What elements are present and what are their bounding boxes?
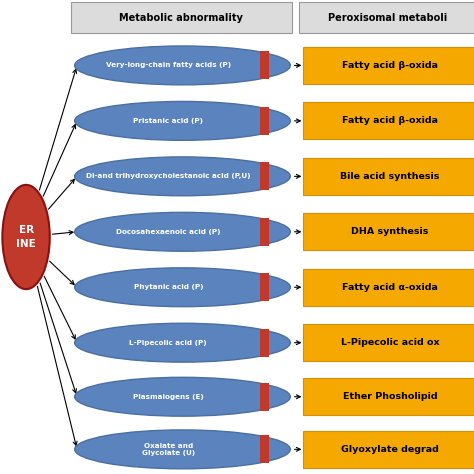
Bar — [260, 218, 269, 246]
Ellipse shape — [75, 157, 290, 196]
Text: Fatty acid β-oxida: Fatty acid β-oxida — [342, 61, 438, 70]
Text: DHA synthesis: DHA synthesis — [351, 228, 428, 236]
Text: L-Pipecolic acid (P): L-Pipecolic acid (P) — [129, 340, 207, 346]
Ellipse shape — [75, 268, 290, 307]
Text: Metabolic abnormality: Metabolic abnormality — [119, 13, 243, 23]
FancyBboxPatch shape — [303, 324, 474, 361]
FancyBboxPatch shape — [303, 102, 474, 139]
FancyBboxPatch shape — [299, 2, 474, 33]
FancyBboxPatch shape — [303, 47, 474, 84]
Bar — [260, 328, 269, 357]
Text: Ether Phosholipid: Ether Phosholipid — [343, 392, 437, 401]
Text: Phytanic acid (P): Phytanic acid (P) — [134, 284, 203, 290]
Ellipse shape — [75, 377, 290, 416]
Text: Very-long-chain fatty acids (P): Very-long-chain fatty acids (P) — [106, 63, 231, 68]
FancyBboxPatch shape — [303, 269, 474, 306]
Text: ER
INE: ER INE — [16, 225, 36, 249]
FancyBboxPatch shape — [303, 378, 474, 415]
Ellipse shape — [2, 185, 50, 289]
Bar — [260, 162, 269, 191]
FancyBboxPatch shape — [71, 2, 292, 33]
Ellipse shape — [75, 323, 290, 362]
Text: Oxalate and
Glycolate (U): Oxalate and Glycolate (U) — [142, 443, 195, 456]
Bar — [260, 383, 269, 411]
Text: Docosahexaenoic acid (P): Docosahexaenoic acid (P) — [116, 229, 220, 235]
Text: Bile acid synthesis: Bile acid synthesis — [340, 172, 439, 181]
Ellipse shape — [75, 212, 290, 251]
FancyBboxPatch shape — [303, 213, 474, 250]
Bar — [260, 435, 269, 464]
FancyBboxPatch shape — [303, 431, 474, 468]
Text: Pristanic acid (P): Pristanic acid (P) — [133, 118, 203, 124]
Ellipse shape — [75, 101, 290, 140]
Bar — [260, 107, 269, 135]
Text: Fatty acid β-oxida: Fatty acid β-oxida — [342, 117, 438, 125]
Text: Di-and trihydroxycholestanoic acid (P,U): Di-and trihydroxycholestanoic acid (P,U) — [86, 173, 251, 179]
Text: Glyoxylate degrad: Glyoxylate degrad — [341, 445, 439, 454]
FancyBboxPatch shape — [303, 158, 474, 195]
Bar — [260, 51, 269, 80]
Text: Fatty acid α-oxida: Fatty acid α-oxida — [342, 283, 438, 292]
Text: Plasmalogens (E): Plasmalogens (E) — [133, 394, 204, 400]
Ellipse shape — [75, 46, 290, 85]
Ellipse shape — [75, 430, 290, 469]
Bar — [260, 273, 269, 301]
Text: L-Pipecolic acid ox: L-Pipecolic acid ox — [340, 338, 439, 347]
Text: Peroxisomal metaboli: Peroxisomal metaboli — [328, 13, 447, 23]
